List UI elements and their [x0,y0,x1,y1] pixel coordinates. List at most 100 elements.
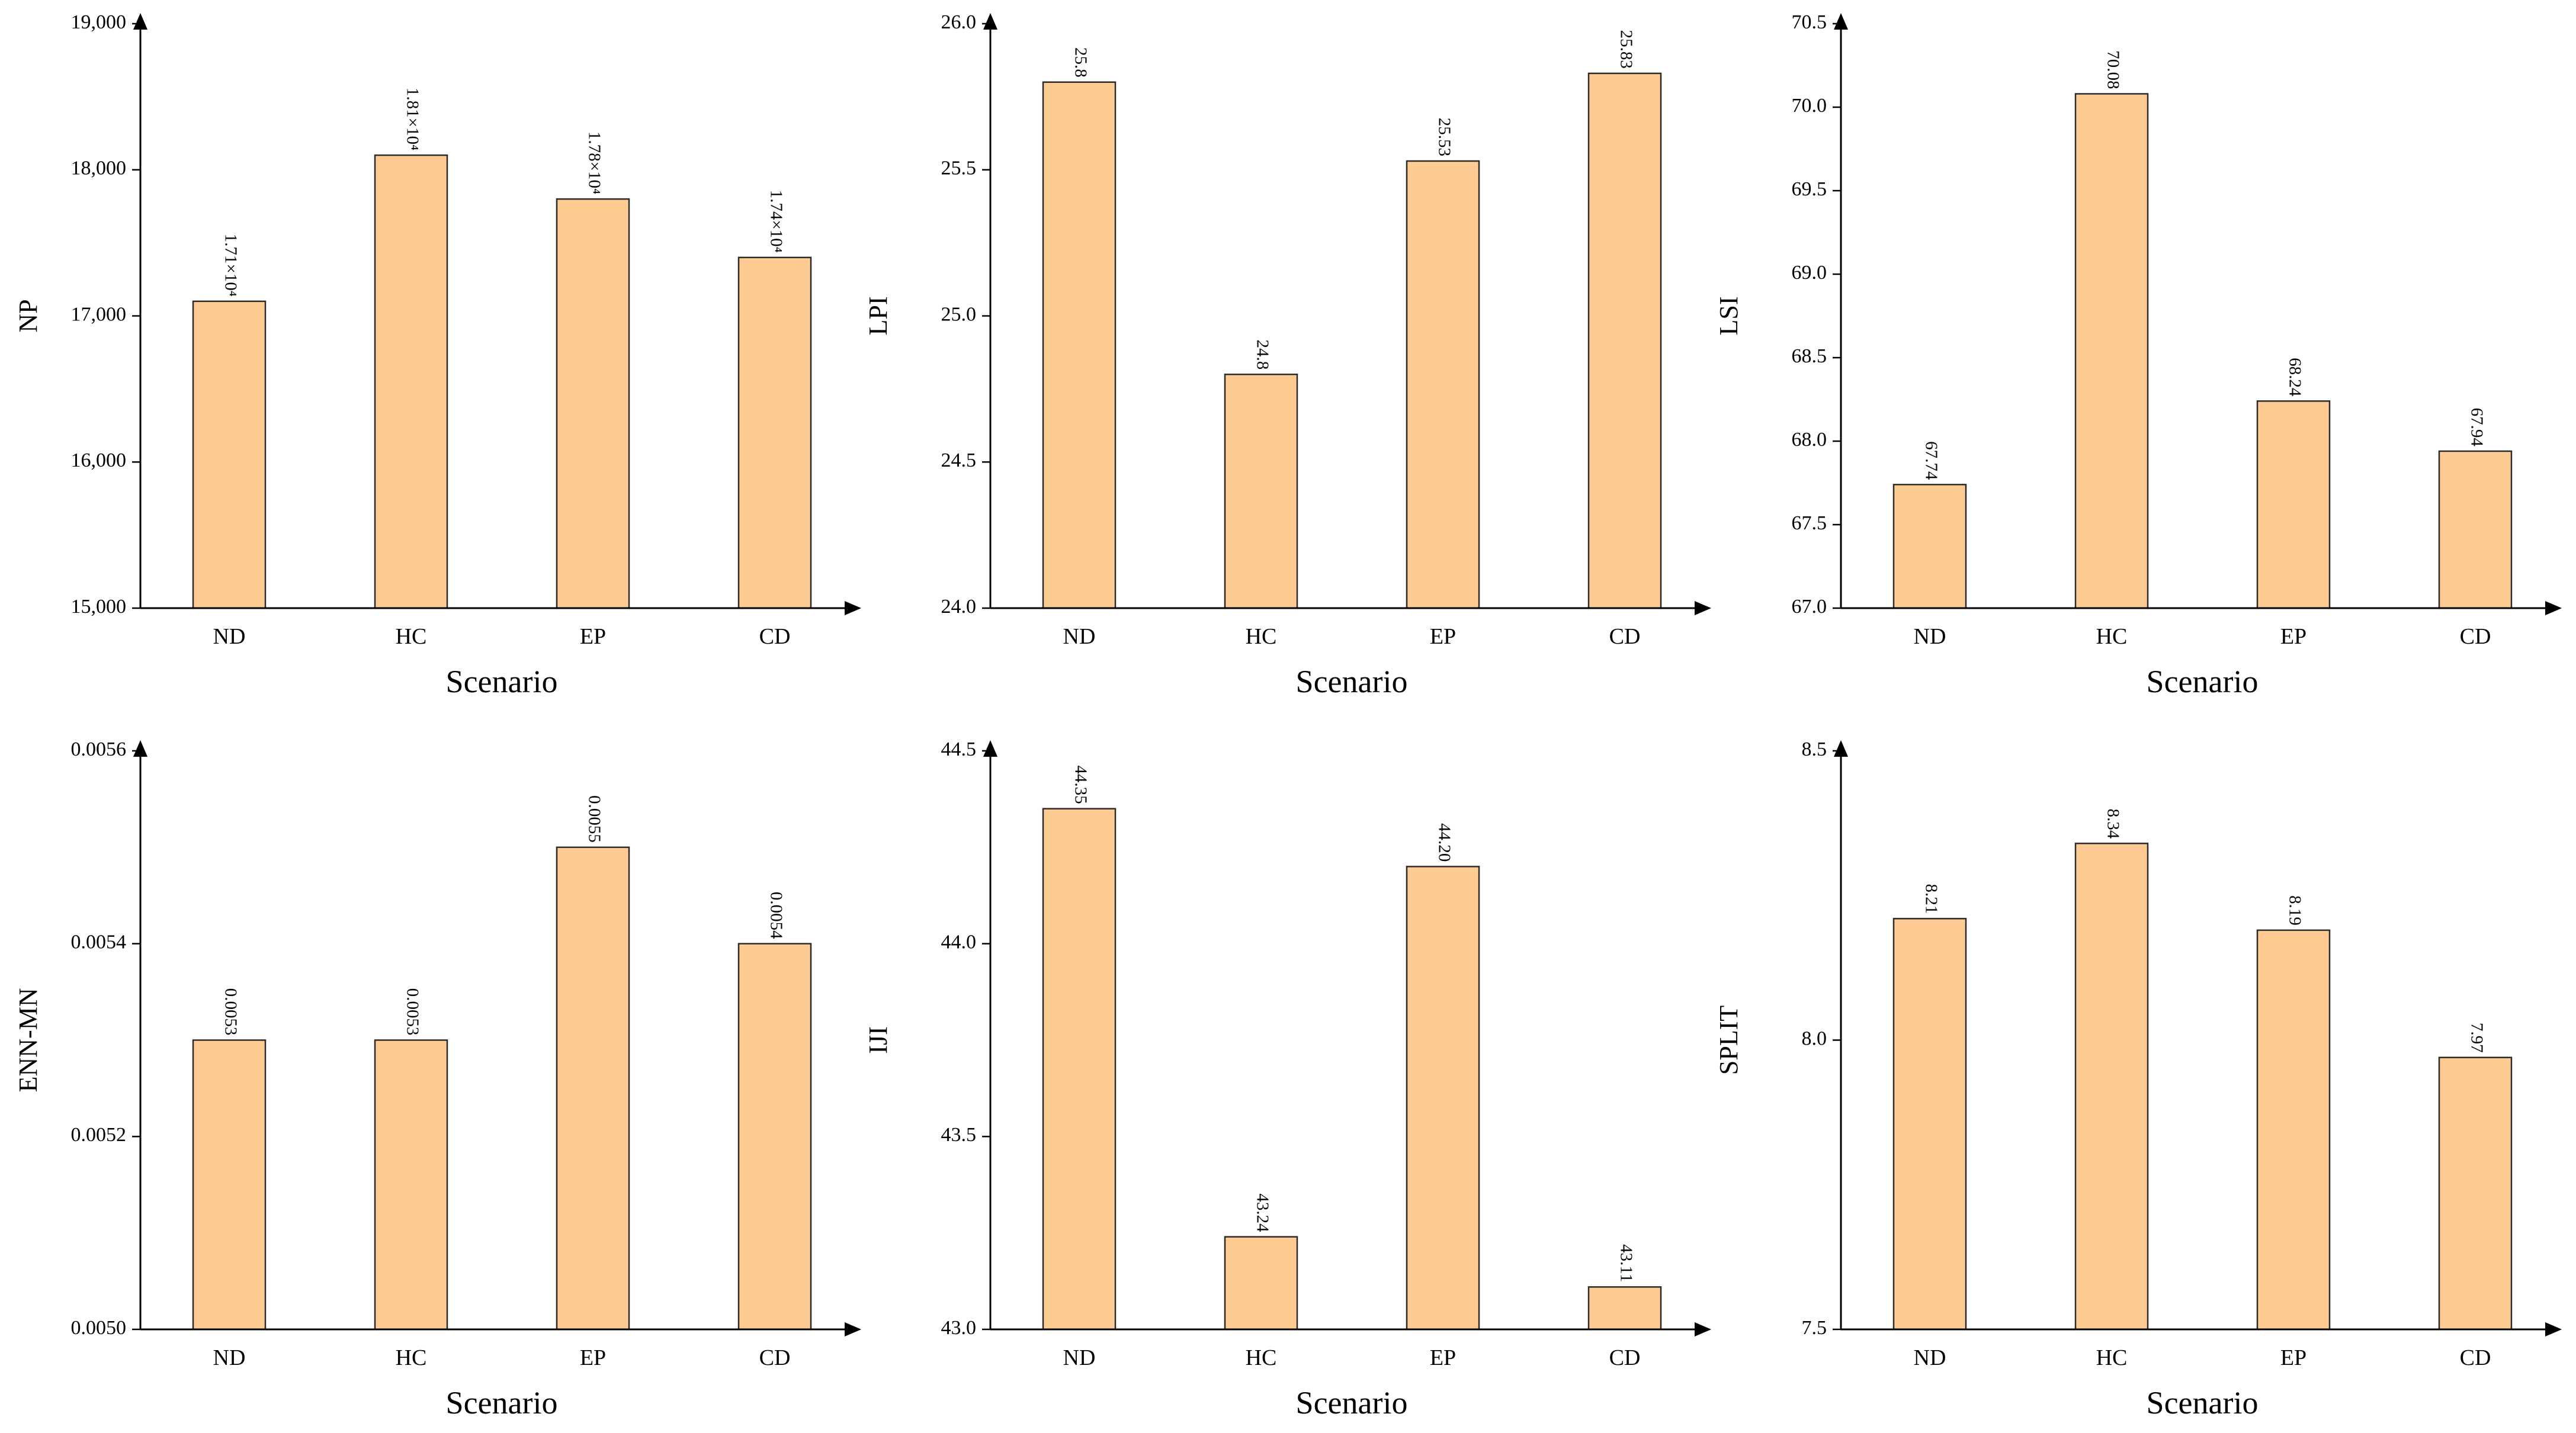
bar-cd [2438,1056,2513,1331]
x-axis-title: Scenario [1296,1385,1408,1421]
bar-hc [1224,1236,1298,1331]
y-tick-label: 43.5 [941,1124,977,1146]
data-label: 8.34 [2103,809,2122,839]
y-tick-label: 18,000 [71,158,127,179]
x-axis-arrow [2545,1322,2562,1336]
data-label: 25.83 [1616,30,1635,69]
bar-ep [2256,400,2331,609]
y-tick-label: 7.5 [1802,1317,1827,1339]
y-axis-title: LPI [864,297,893,336]
x-tick-label: EP [2280,624,2306,649]
bar-cd [737,943,812,1331]
bar-ep [556,198,630,609]
x-tick-label: HC [1246,624,1277,649]
data-label: 25.53 [1435,118,1454,156]
x-tick-label: EP [580,1345,606,1370]
data-label: 7.97 [2467,1023,2486,1053]
chart-panel-np: 1.71×10⁴ ND 1.81×10⁴ HC 1.78×10⁴ EP 1.74×10⁴ CD… [14,11,861,699]
bar-ep [1406,160,1480,609]
bar-nd [1042,808,1117,1331]
x-tick-label: EP [580,624,606,649]
y-tick-label: 43.0 [941,1317,977,1339]
x-axis-arrow [845,1322,861,1336]
y-tick-label: 17,000 [71,303,127,325]
y-axis-arrow [1834,740,1848,757]
x-axis-title: Scenario [2147,664,2259,699]
y-axis-title: IJI [864,1026,893,1053]
x-tick-label: CD [759,624,791,649]
y-tick-label: 69.0 [1792,262,1827,284]
y-axis-arrow [133,740,147,757]
x-tick-label: CD [1609,1345,1641,1370]
x-tick-label: CD [1609,624,1641,649]
y-tick-label: 0.0056 [71,738,127,760]
y-tick-label: 15,000 [71,596,127,618]
chart-panel-split: 8.21 ND 8.34 HC 8.19 EP 7.97 CD 7.5 8.0 8.5 SPLIT Sc… [1714,738,2562,1421]
bar-nd [1042,81,1117,609]
y-tick-label: 70.5 [1792,11,1827,33]
chart-panel-lpi: 25.8 ND 24.8 HC 25.53 EP 25.83 CD 24.0 24.5 25.0 25… [864,11,1711,699]
data-label: 43.24 [1253,1193,1272,1232]
data-label: 67.74 [1921,441,1940,480]
x-tick-label: HC [2096,624,2128,649]
y-tick-label: 69.5 [1792,178,1827,200]
y-tick-label: 8.0 [1802,1027,1827,1049]
x-axis-title: Scenario [1296,664,1408,699]
bar-cd [737,256,812,609]
y-tick-label: 24.5 [941,449,977,471]
data-label: 70.08 [2103,50,2122,89]
y-tick-label: 70.0 [1792,95,1827,117]
y-tick-label: 44.5 [941,738,977,760]
bar-hc [2074,93,2149,609]
data-label: 24.8 [1253,339,1272,370]
bar-hc [1224,373,1298,609]
x-tick-label: CD [759,1345,791,1370]
bar-cd [1587,72,1662,609]
x-tick-label: ND [1914,1345,1946,1370]
y-tick-label: 25.5 [941,158,977,179]
data-label: 8.21 [1921,884,1940,914]
data-label: 0.0053 [221,988,240,1036]
x-tick-label: HC [2096,1345,2128,1370]
y-tick-label: 19,000 [71,11,127,33]
x-tick-label: EP [1430,624,1456,649]
bar-hc [2074,843,2149,1331]
x-tick-label: ND [1063,624,1096,649]
x-axis-title: Scenario [446,664,558,699]
y-tick-label: 0.0050 [71,1317,127,1339]
chart-panel-lsi: 67.74 ND 70.08 HC 68.24 EP 67.94 CD 67.0 67.5 68.0… [1714,11,2562,699]
y-axis-title: ENN-MN [14,988,43,1093]
y-axis-arrow [983,13,997,30]
chart-panel-iji: 44.35 ND 43.24 HC 44.20 EP 43.11 CD 43.0 43.5 44.0… [864,738,1711,1421]
x-tick-label: CD [2460,624,2491,649]
x-tick-label: ND [213,1345,246,1370]
data-label: 68.24 [2285,358,2304,397]
y-axis-arrow [133,13,147,30]
x-axis-arrow [2545,601,2562,615]
x-tick-label: ND [1914,624,1946,649]
bar-cd [2438,450,2513,609]
bar-ep [1406,866,1480,1331]
data-label: 67.94 [2467,408,2486,447]
data-label: 0.0055 [585,795,604,843]
bar-hc [374,154,448,609]
bar-nd [192,300,267,609]
x-axis-arrow [1695,601,1711,615]
bar-ep [556,846,630,1331]
y-tick-label: 25.0 [941,303,977,325]
data-label: 1.71×10⁴ [221,234,240,297]
x-tick-label: EP [2280,1345,2306,1370]
data-label: 0.0054 [766,892,785,939]
y-tick-label: 67.5 [1792,512,1827,534]
x-axis-title: Scenario [2147,1385,2259,1421]
x-axis-arrow [845,601,861,615]
x-tick-label: HC [1246,1345,1277,1370]
y-tick-label: 44.0 [941,931,977,953]
x-tick-label: EP [1430,1345,1456,1370]
y-tick-label: 67.0 [1792,596,1827,618]
y-tick-label: 8.5 [1802,738,1827,760]
x-tick-label: ND [213,624,246,649]
x-tick-label: HC [396,1345,427,1370]
bar-nd [1892,918,1967,1331]
